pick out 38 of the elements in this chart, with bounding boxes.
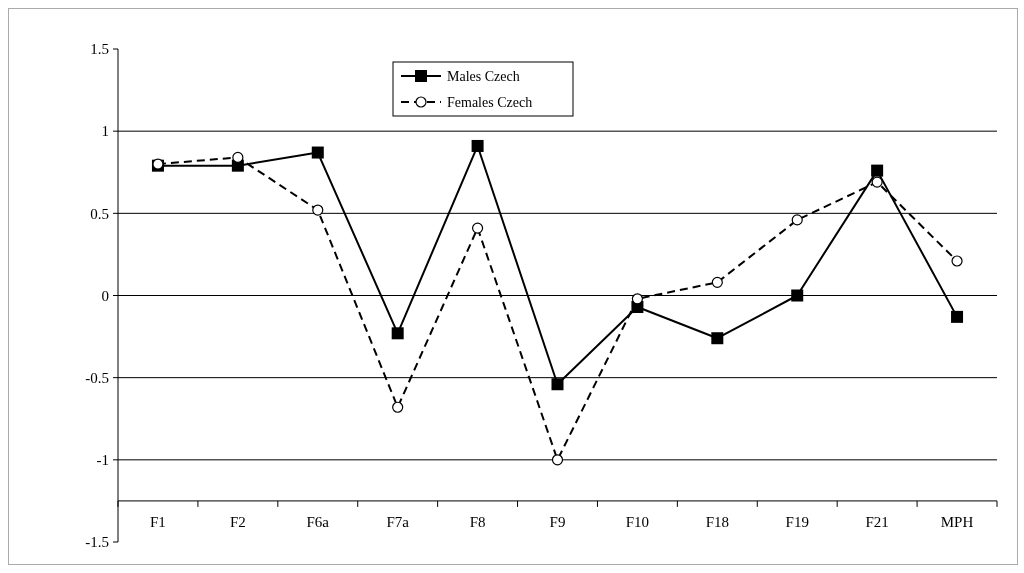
y-tick-label: 0	[101, 287, 109, 304]
point	[471, 222, 484, 234]
legend-label: Males Czech	[447, 68, 520, 84]
y-tick-label: 1.5	[90, 41, 109, 58]
point	[471, 139, 484, 152]
x-tick-label: F19	[785, 513, 809, 530]
legend-label: Females Czech	[447, 94, 533, 110]
x-tick-label: F2	[229, 513, 246, 530]
x-tick-label: F21	[865, 513, 889, 530]
point	[311, 146, 324, 159]
point	[791, 289, 804, 302]
point	[232, 151, 244, 164]
y-tick-label: -1	[96, 452, 109, 469]
x-tick-label: F6a	[306, 513, 330, 530]
x-tick-label: F1	[150, 513, 166, 530]
point	[871, 176, 883, 188]
point	[951, 310, 964, 323]
x-tick-label: F10	[625, 513, 650, 530]
x-tick-label: F18	[705, 513, 729, 530]
point	[391, 327, 404, 340]
x-tick-label: F7a	[386, 513, 410, 530]
y-tick-label: -1.5	[85, 534, 109, 551]
point	[312, 204, 324, 216]
x-tick-label: F8	[469, 513, 486, 530]
y-tick-label: -0.5	[85, 369, 109, 386]
point	[711, 332, 724, 345]
point	[711, 276, 723, 288]
x-tick-label: F9	[549, 513, 566, 530]
point	[392, 401, 404, 413]
point	[631, 293, 644, 305]
point	[871, 164, 884, 177]
point	[951, 255, 963, 267]
point	[791, 214, 803, 226]
y-tick-label: 1	[101, 123, 109, 140]
x-tick-label: MPH	[940, 513, 974, 530]
point	[551, 454, 564, 466]
y-tick-label: 0.5	[90, 205, 109, 222]
point	[551, 378, 564, 391]
